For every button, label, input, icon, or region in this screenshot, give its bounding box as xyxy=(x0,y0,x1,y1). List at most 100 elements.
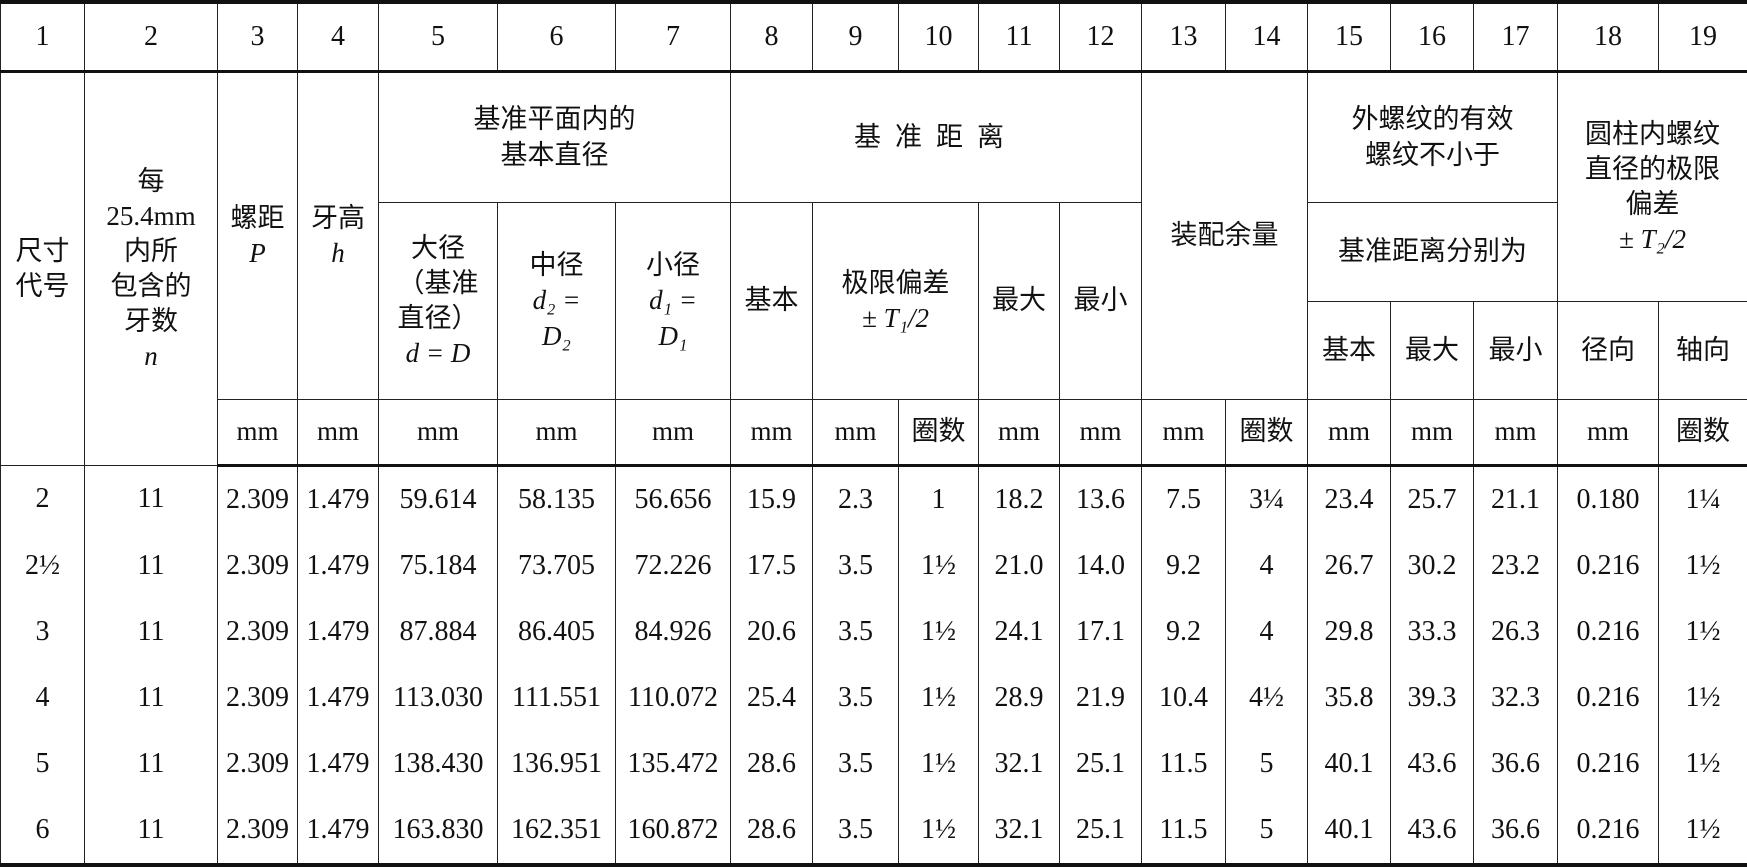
unit-cell: 圈数 xyxy=(1659,400,1747,466)
table-cell: 11 xyxy=(85,665,218,731)
column-number: 7 xyxy=(616,2,731,72)
table-cell: 2.309 xyxy=(218,797,298,865)
table-cell: 15.9 xyxy=(731,466,813,534)
header-text: 偏差 xyxy=(1558,187,1747,222)
table-cell: 9.2 xyxy=(1142,533,1226,599)
table-cell: 21.0 xyxy=(979,533,1060,599)
table-cell: 1.479 xyxy=(298,731,379,797)
header-text: 圆柱内螺纹 xyxy=(1558,117,1747,152)
table-cell: 30.2 xyxy=(1391,533,1474,599)
unit-cell: mm xyxy=(1308,400,1391,466)
column-number: 6 xyxy=(498,2,616,72)
table-cell: 28.6 xyxy=(731,731,813,797)
table-cell: 4½ xyxy=(1226,665,1308,731)
table-cell: 3.5 xyxy=(813,533,899,599)
column-number: 3 xyxy=(218,2,298,72)
table-cell: 0.216 xyxy=(1558,533,1659,599)
table-cell: 25.1 xyxy=(1060,797,1142,865)
table-cell: 24.1 xyxy=(979,599,1060,665)
table-cell: 0.180 xyxy=(1558,466,1659,534)
table-cell: 17.1 xyxy=(1060,599,1142,665)
table-cell: 26.3 xyxy=(1474,599,1558,665)
header-gauge-length: 基准距离 xyxy=(731,72,1142,203)
unit-cell: 圈数 xyxy=(899,400,979,466)
table-cell: 7.5 xyxy=(1142,466,1226,534)
table-cell: 21.1 xyxy=(1474,466,1558,534)
header-text: 25.4mm xyxy=(85,199,217,234)
table-cell: 84.926 xyxy=(616,599,731,665)
header-symbol: D₂ xyxy=(498,319,615,354)
column-number: 8 xyxy=(731,2,813,72)
header-text: 螺纹不小于 xyxy=(1308,138,1557,173)
table-cell: 36.6 xyxy=(1474,731,1558,797)
table-cell: 1.479 xyxy=(298,466,379,534)
table-cell: 28.9 xyxy=(979,665,1060,731)
header-assembly-allowance: 装配余量 xyxy=(1142,72,1308,400)
header-basic-diameters: 基准平面内的基本直径 xyxy=(379,72,731,203)
header-gauge-max: 最大 xyxy=(979,203,1060,400)
table-cell: 138.430 xyxy=(379,731,498,797)
header-text: 每 xyxy=(85,164,217,199)
header-eff-min: 最小 xyxy=(1474,302,1558,400)
table-cell: 3¼ xyxy=(1226,466,1308,534)
column-number: 16 xyxy=(1391,2,1474,72)
table-cell: 43.6 xyxy=(1391,797,1474,865)
table-cell: 1½ xyxy=(899,665,979,731)
table-cell: 11 xyxy=(85,599,218,665)
header-text: 牙数 xyxy=(85,304,217,339)
table-cell: 163.830 xyxy=(379,797,498,865)
header-effective-sub: 基准距离分别为 xyxy=(1308,203,1558,302)
header-text: 外螺纹的有效 xyxy=(1308,102,1557,137)
table-cell: 23.2 xyxy=(1474,533,1558,599)
header-text: 包含的 xyxy=(85,269,217,304)
header-radial: 径向 xyxy=(1558,302,1659,400)
column-number: 15 xyxy=(1308,2,1391,72)
table-cell: 3.5 xyxy=(813,665,899,731)
header-text: 小径 xyxy=(616,248,730,283)
table-cell: 56.656 xyxy=(616,466,731,534)
table-cell: 73.705 xyxy=(498,533,616,599)
table-cell: 1½ xyxy=(1659,797,1747,865)
table-cell: 11 xyxy=(85,731,218,797)
table-cell: 5 xyxy=(1226,731,1308,797)
column-number: 11 xyxy=(979,2,1060,72)
header-symbol: d₂ = xyxy=(498,283,615,318)
unit-cell: mm xyxy=(616,400,731,466)
header-text: 尺寸 xyxy=(1,234,84,269)
table-cell: 20.6 xyxy=(731,599,813,665)
column-number: 19 xyxy=(1659,2,1747,72)
table-cell: 26.7 xyxy=(1308,533,1391,599)
unit-cell: mm xyxy=(1142,400,1226,466)
header-text: 直径的极限 xyxy=(1558,152,1747,187)
header-text: 内所 xyxy=(85,234,217,269)
table-cell: 40.1 xyxy=(1308,797,1391,865)
table-cell: 1.479 xyxy=(298,797,379,865)
table-cell: 72.226 xyxy=(616,533,731,599)
table-cell: 0.216 xyxy=(1558,731,1659,797)
table-cell: 2.309 xyxy=(218,466,298,534)
table-cell: 25.1 xyxy=(1060,731,1142,797)
table-cell: 111.551 xyxy=(498,665,616,731)
table-cell: 5 xyxy=(1,731,85,797)
table-cell: 3.5 xyxy=(813,599,899,665)
header-text: 螺距 xyxy=(218,201,297,236)
table-cell: 43.6 xyxy=(1391,731,1474,797)
table-cell: 40.1 xyxy=(1308,731,1391,797)
table-cell: 11.5 xyxy=(1142,797,1226,865)
table-cell: 87.884 xyxy=(379,599,498,665)
header-text: 大径 xyxy=(379,231,497,266)
table-cell: 2½ xyxy=(1,533,85,599)
header-text: 直径） xyxy=(379,301,497,336)
table-cell: 162.351 xyxy=(498,797,616,865)
table-cell: 32.3 xyxy=(1474,665,1558,731)
table-cell: 75.184 xyxy=(379,533,498,599)
table-cell: 1.479 xyxy=(298,599,379,665)
header-text: 中径 xyxy=(498,248,615,283)
table-cell: 6 xyxy=(1,797,85,865)
column-number: 17 xyxy=(1474,2,1558,72)
